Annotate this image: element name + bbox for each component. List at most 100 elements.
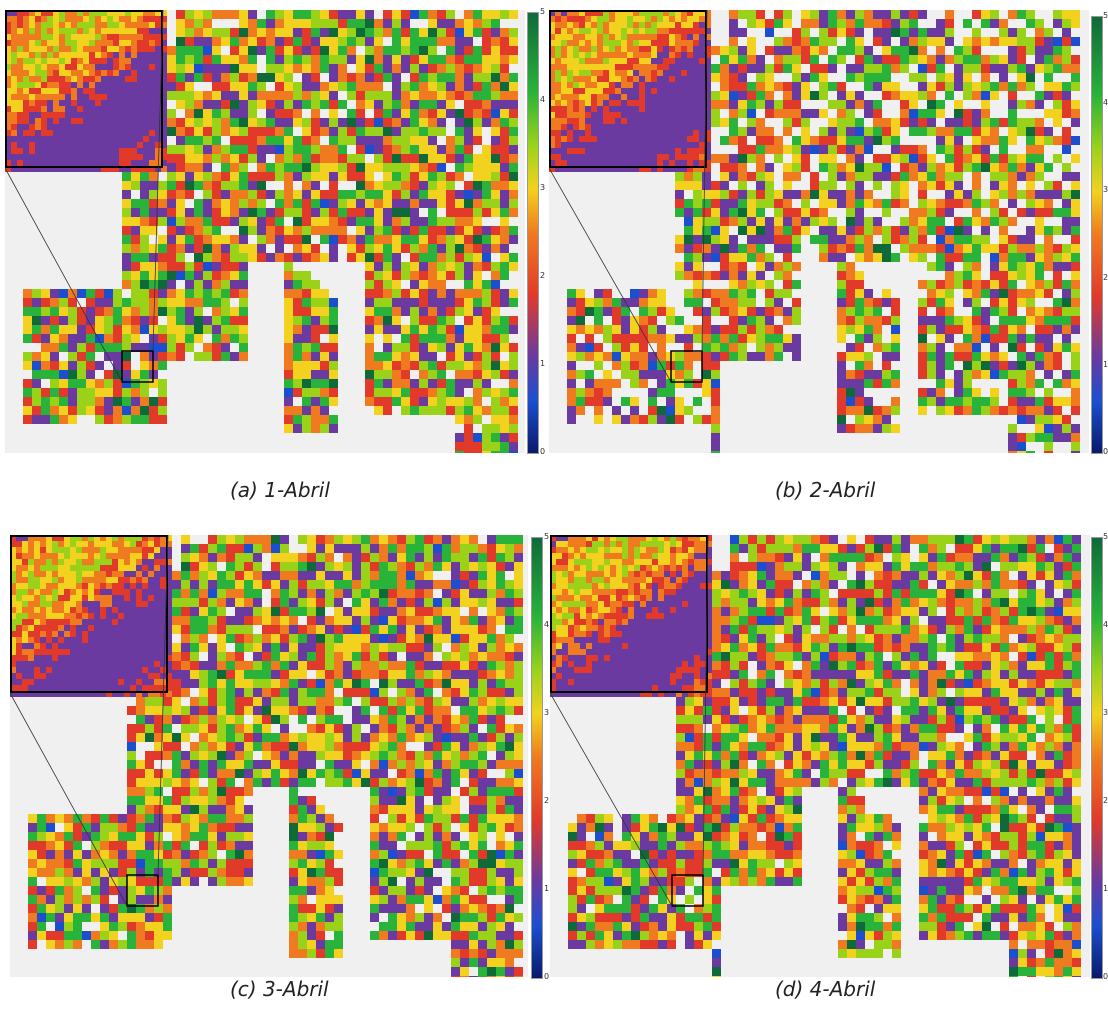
map-pixel [936,289,945,298]
map-pixel [383,289,392,298]
map-pixel [1017,343,1026,352]
map-pixel [167,199,176,208]
inset-pixel [693,94,699,100]
map-pixel [675,172,684,181]
map-pixel [365,208,374,217]
map-pixel [428,397,437,406]
inset-pixel [131,124,137,130]
map-pixel [711,199,720,208]
map-pixel [140,370,149,379]
map-pixel [999,361,1008,370]
map-pixel [999,37,1008,46]
map-pixel [194,118,203,127]
map-pixel [954,163,963,172]
map-pixel [999,55,1008,64]
map-pixel [311,55,320,64]
inset-pixel [567,64,573,70]
map-pixel [284,127,293,136]
map-pixel [509,388,518,397]
map-pixel [990,406,999,415]
map-pixel [702,334,711,343]
map-pixel [909,172,918,181]
map-pixel [1071,379,1080,388]
map-pixel [864,163,873,172]
map-pixel [900,145,909,154]
inset-pixel [657,52,663,58]
map-pixel [491,370,500,379]
inset-pixel [149,58,155,64]
map-pixel [981,127,990,136]
map-pixel [428,190,437,199]
map-pixel [963,334,972,343]
map-pixel [509,154,518,163]
map-pixel [428,244,437,253]
map-pixel [293,172,302,181]
map-pixel [846,190,855,199]
map-pixel [455,226,464,235]
inset-pixel [627,88,633,94]
map-pixel [239,244,248,253]
map-pixel [810,145,819,154]
inset-pixel [561,112,567,118]
inset-pixel [693,112,699,118]
map-pixel [981,316,990,325]
inset-pixel [615,76,621,82]
map-pixel [1008,127,1017,136]
map-pixel [936,145,945,154]
map-pixel [1026,253,1035,262]
inset-pixel [137,130,143,136]
map-pixel [482,298,491,307]
inset-pixel [609,82,615,88]
map-pixel [419,136,428,145]
inset-pixel [645,16,651,22]
inset-pixel [699,70,705,76]
inset-pixel [47,94,53,100]
map-pixel [1035,118,1044,127]
map-pixel [738,154,747,163]
map-pixel [900,100,909,109]
inset-pixel [47,166,53,172]
map-pixel [473,73,482,82]
map-pixel [585,298,594,307]
map-pixel [194,298,203,307]
map-pixel [41,352,50,361]
map-pixel [464,343,473,352]
map-pixel [509,316,518,325]
map-pixel [473,100,482,109]
map-pixel [837,118,846,127]
map-pixel [864,397,873,406]
map-pixel [230,145,239,154]
map-pixel [392,298,401,307]
map-pixel [855,325,864,334]
inset-pixel [615,46,621,52]
map-pixel [837,298,846,307]
map-pixel [711,415,720,424]
map-pixel [711,118,720,127]
map-pixel [1071,244,1080,253]
map-pixel [473,127,482,136]
map-pixel [491,262,500,271]
map-pixel [972,118,981,127]
map-pixel [293,55,302,64]
map-pixel [284,406,293,415]
map-pixel [428,271,437,280]
map-pixel [473,118,482,127]
inset-pixel [65,112,71,118]
map-pixel [194,334,203,343]
map-pixel [437,91,446,100]
map-pixel [320,10,329,19]
map-pixel [428,388,437,397]
map-pixel [684,262,693,271]
inset-pixel [609,70,615,76]
inset-pixel [95,160,101,166]
map-pixel [1053,190,1062,199]
map-pixel [500,190,509,199]
map-pixel [927,55,936,64]
map-pixel [383,217,392,226]
map-pixel [329,91,338,100]
map-pixel [464,199,473,208]
map-pixel [738,271,747,280]
map-pixel [491,172,500,181]
inset-pixel [585,76,591,82]
map-pixel [59,334,68,343]
